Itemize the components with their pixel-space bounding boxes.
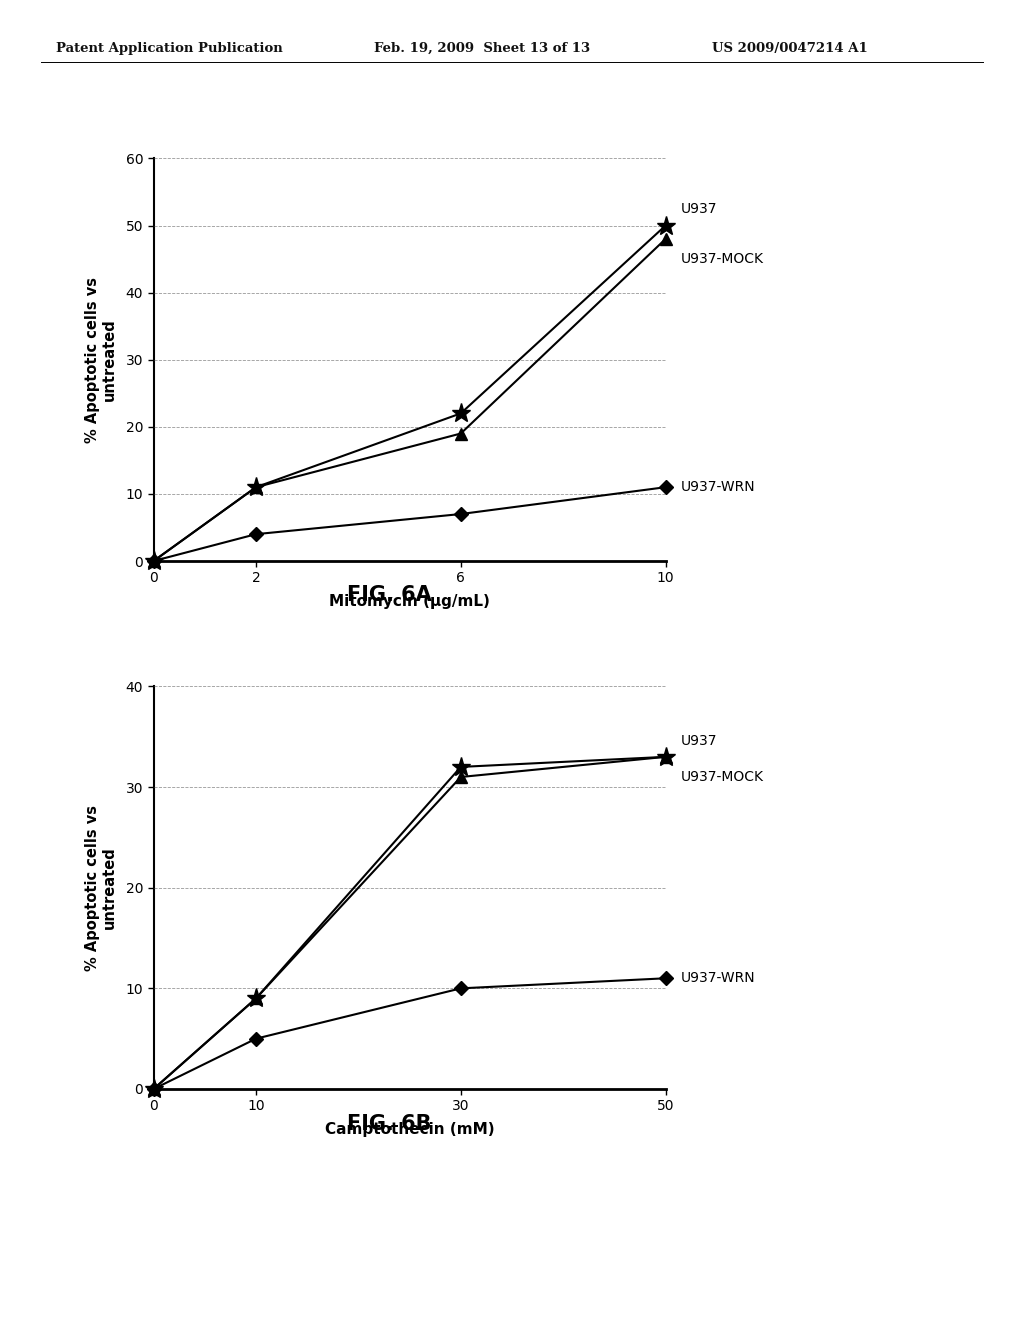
Y-axis label: % Apoptotic cells vs
untreated: % Apoptotic cells vs untreated xyxy=(85,277,117,442)
Text: Patent Application Publication: Patent Application Publication xyxy=(56,42,283,55)
Text: U937-MOCK: U937-MOCK xyxy=(681,770,764,784)
Text: US 2009/0047214 A1: US 2009/0047214 A1 xyxy=(712,42,867,55)
Text: FIG. 6A: FIG. 6A xyxy=(347,585,431,605)
Y-axis label: % Apoptotic cells vs
untreated: % Apoptotic cells vs untreated xyxy=(85,805,117,970)
X-axis label: Mitomycin (μg/mL): Mitomycin (μg/mL) xyxy=(329,594,490,609)
Text: U937-WRN: U937-WRN xyxy=(681,972,756,985)
Text: U937: U937 xyxy=(681,202,718,216)
Text: FIG. 6B: FIG. 6B xyxy=(347,1114,431,1134)
Text: U937: U937 xyxy=(681,734,718,747)
X-axis label: Camptothecin (mM): Camptothecin (mM) xyxy=(325,1122,495,1137)
Text: U937-MOCK: U937-MOCK xyxy=(681,252,764,267)
Text: U937-WRN: U937-WRN xyxy=(681,480,756,494)
Text: Feb. 19, 2009  Sheet 13 of 13: Feb. 19, 2009 Sheet 13 of 13 xyxy=(374,42,590,55)
